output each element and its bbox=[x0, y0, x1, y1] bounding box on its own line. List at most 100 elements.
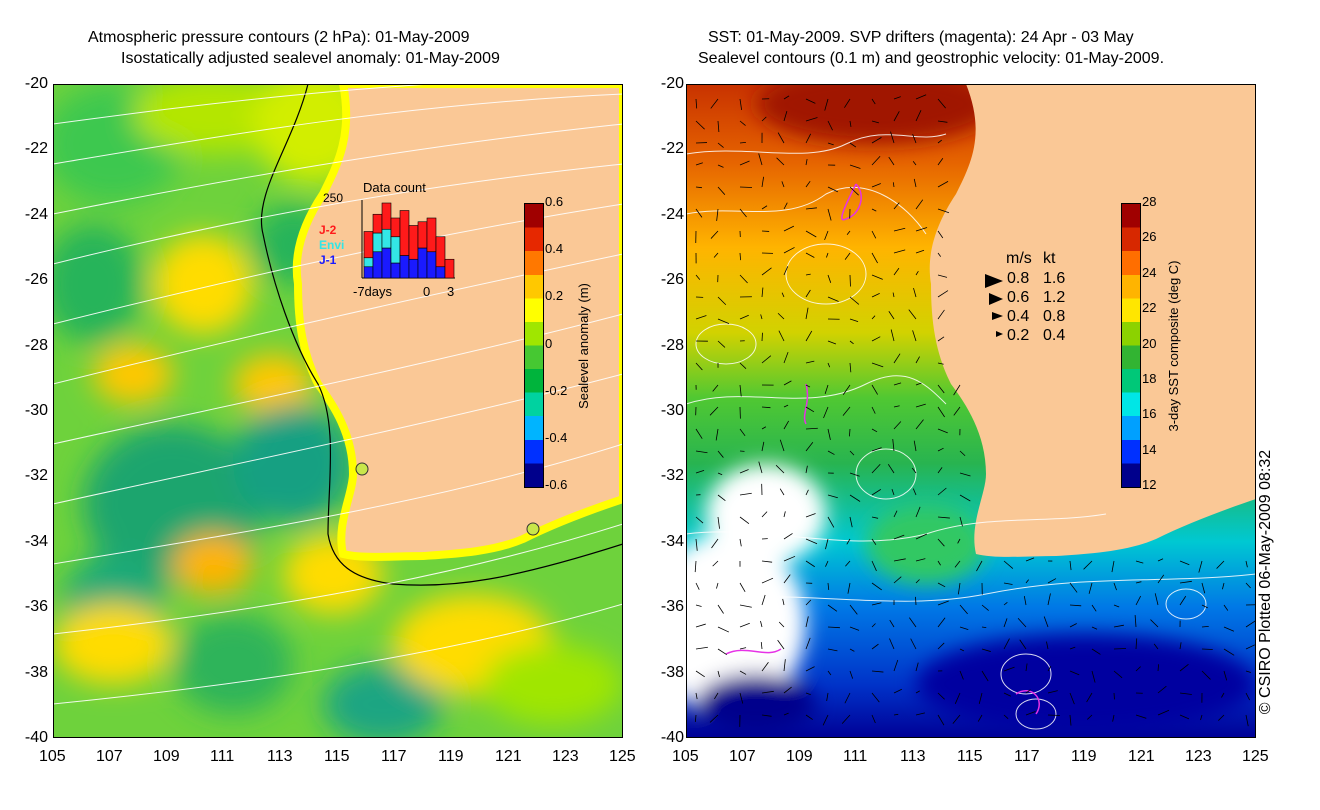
velocity-arrow bbox=[1047, 593, 1051, 606]
velocity-arrow bbox=[1091, 670, 1096, 683]
velocity-arrow bbox=[959, 604, 968, 615]
velocity-arrow bbox=[871, 156, 881, 166]
data-count-legend-item: Envi bbox=[319, 238, 344, 252]
velocity-arrow bbox=[849, 120, 852, 127]
velocity-arrow bbox=[782, 598, 785, 606]
velocity-arrow bbox=[937, 139, 942, 144]
velocity-arrow bbox=[1025, 663, 1028, 672]
sealevel-colorbar-tick: -0.6 bbox=[545, 477, 568, 492]
velocity-arrow bbox=[827, 340, 837, 345]
velocity-arrow bbox=[695, 186, 702, 189]
velocity-arrow bbox=[761, 267, 772, 276]
velocity-arrow bbox=[912, 330, 917, 342]
velocity-arrow bbox=[937, 428, 948, 434]
velocity-arrow bbox=[845, 560, 851, 567]
velocity-arrow bbox=[761, 594, 766, 606]
velocity-arrow bbox=[1069, 604, 1082, 607]
velocity-arrow bbox=[915, 690, 920, 694]
velocity-arrow bbox=[908, 309, 917, 320]
right-y-tick: -38 bbox=[660, 663, 684, 681]
velocity-arrow bbox=[1201, 582, 1206, 594]
velocity-arrow bbox=[1157, 558, 1164, 562]
data-count-bar-j1 bbox=[399, 255, 410, 279]
data-count-x-right: 3 bbox=[447, 284, 454, 299]
velocity-arrow bbox=[717, 142, 724, 148]
velocity-arrow bbox=[1223, 648, 1235, 656]
velocity-arrow bbox=[937, 617, 946, 628]
velocity-arrow bbox=[915, 356, 920, 364]
left-x-tick: 125 bbox=[609, 748, 636, 765]
velocity-arrow bbox=[1047, 666, 1052, 672]
velocity-arrow bbox=[849, 670, 854, 679]
velocity-arrow bbox=[1201, 604, 1208, 609]
velocity-arrow bbox=[892, 182, 895, 188]
velocity-arrow bbox=[893, 534, 905, 540]
left-title-line2: Isostatically adjusted sealevel anomaly:… bbox=[121, 50, 500, 67]
velocity-arrow bbox=[805, 133, 812, 144]
velocity-legend-arrow-icon bbox=[985, 274, 1003, 288]
velocity-arrow bbox=[805, 330, 813, 342]
velocity-legend-kt: 0.8 bbox=[1043, 308, 1066, 325]
velocity-arrow bbox=[739, 141, 746, 144]
velocity-arrow bbox=[937, 692, 945, 700]
velocity-legend-arrow-icon bbox=[992, 312, 1003, 320]
velocity-arrow bbox=[778, 621, 785, 628]
velocity-arrow bbox=[1112, 714, 1115, 722]
left-y-tick: -34 bbox=[24, 532, 48, 550]
velocity-arrow bbox=[739, 252, 741, 261]
velocity-arrow bbox=[779, 488, 785, 496]
velocity-arrow bbox=[871, 643, 879, 650]
velocity-arrow bbox=[959, 494, 971, 502]
right-title-line1: SST: 01-May-2009. SVP drifters (magenta)… bbox=[708, 29, 1134, 46]
velocity-arrow bbox=[695, 208, 703, 218]
velocity-arrow bbox=[824, 230, 829, 240]
velocity-arrow bbox=[871, 560, 877, 572]
velocity-arrow bbox=[716, 208, 719, 221]
velocity-arrow bbox=[783, 712, 789, 716]
velocity-arrow bbox=[805, 637, 811, 650]
velocity-arrow bbox=[871, 406, 876, 414]
sst-map bbox=[686, 84, 1256, 738]
velocity-arrow bbox=[1003, 560, 1014, 569]
velocity-arrow bbox=[695, 428, 703, 439]
velocity-legend-arrow-icon bbox=[995, 331, 1003, 337]
left-y-tick: -30 bbox=[24, 402, 48, 419]
velocity-arrow bbox=[915, 403, 926, 408]
left-x-tick: 117 bbox=[381, 748, 407, 765]
right-x-tick: 113 bbox=[900, 748, 926, 765]
velocity-arrow bbox=[783, 225, 795, 232]
velocity-arrow bbox=[761, 287, 764, 298]
velocity-arrow bbox=[842, 406, 851, 416]
velocity-arrow bbox=[981, 648, 991, 652]
data-count-bar-j2 bbox=[408, 225, 419, 260]
velocity-arrow bbox=[937, 642, 945, 650]
sealevel-colorbar-tick: 0.4 bbox=[545, 241, 564, 257]
velocity-arrow bbox=[783, 511, 786, 518]
velocity-arrow bbox=[827, 142, 834, 146]
velocity-arrow bbox=[783, 110, 788, 122]
velocity-arrow bbox=[739, 428, 746, 437]
velocity-arrow bbox=[1223, 670, 1228, 681]
data-count-bar-j2 bbox=[444, 258, 455, 279]
right-title-line2: Sealevel contours (0.1 m) and geostrophi… bbox=[698, 50, 1165, 67]
velocity-arrow bbox=[1003, 582, 1013, 585]
right-x-tick: 125 bbox=[1242, 748, 1269, 765]
velocity-arrow bbox=[827, 186, 839, 193]
velocity-arrow bbox=[889, 619, 895, 628]
velocity-arrow bbox=[1245, 620, 1256, 628]
velocity-arrow bbox=[1069, 646, 1076, 650]
velocity-arrow bbox=[695, 623, 706, 628]
velocity-arrow bbox=[739, 604, 752, 608]
velocity-arrow bbox=[717, 186, 726, 195]
velocity-arrow bbox=[937, 582, 946, 588]
velocity-arrow bbox=[761, 577, 774, 584]
right-x-tick: 121 bbox=[1128, 748, 1155, 765]
sealevel-colorbar-tick: -0.4 bbox=[545, 429, 568, 445]
velocity-arrow bbox=[761, 441, 765, 452]
data-count-bar-j2 bbox=[381, 202, 392, 230]
velocity-arrow bbox=[937, 447, 944, 452]
velocity-arrow bbox=[1023, 595, 1027, 606]
velocity-arrow bbox=[1157, 685, 1167, 694]
right-x-tick: 123 bbox=[1185, 748, 1212, 765]
velocity-legend-ms: 0.8 bbox=[1007, 270, 1030, 287]
